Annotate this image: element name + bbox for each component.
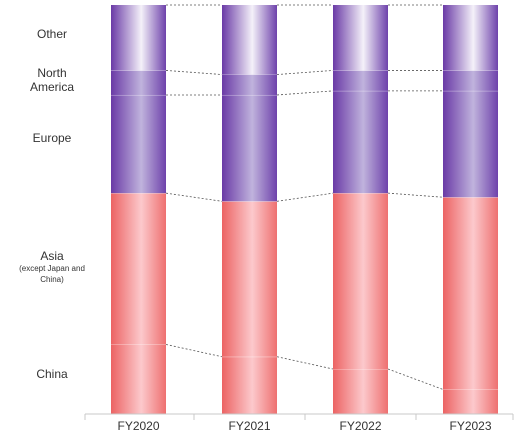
bar-segment-north-america-fy2020 — [111, 70, 166, 95]
x-tick-label-fy2020: FY2020 — [117, 419, 160, 433]
bar-segment-europe-fy2020 — [111, 94, 166, 194]
label-north-america: North America — [22, 66, 82, 94]
label-europe: Europe — [32, 131, 72, 145]
bar-segment-asia-except-japan-and-china-fy2020 — [111, 193, 166, 345]
bar-segment-other-fy2022 — [333, 5, 388, 71]
connector-asia-except-japan-and-china-0 — [165, 192, 223, 202]
bar-segment-europe-fy2022 — [333, 90, 388, 194]
label-other: Other — [36, 27, 67, 41]
connector-north-america-0 — [165, 70, 223, 75]
bar-segment-china-fy2020 — [111, 344, 166, 414]
bar-segment-north-america-fy2022 — [333, 70, 388, 91]
connector-north-america-1 — [276, 70, 334, 75]
bar-segment-asia-except-japan-and-china-fy2023 — [443, 197, 498, 390]
label-asia-line1: Asia — [40, 249, 64, 263]
bar-segment-europe-fy2021 — [222, 94, 277, 202]
bar-segment-north-america-fy2021 — [222, 74, 277, 95]
bar-segment-other-fy2023 — [443, 5, 498, 71]
bar-segment-asia-except-japan-and-china-fy2021 — [222, 201, 277, 357]
bar-segment-other-fy2021 — [222, 5, 277, 75]
bar-segment-north-america-fy2023 — [443, 70, 498, 91]
connector-china-0 — [165, 344, 223, 358]
connector-lines — [165, 4, 444, 390]
x-tick-label-fy2023: FY2023 — [449, 419, 492, 433]
bar-segment-china-fy2021 — [222, 356, 277, 414]
connector-china-1 — [276, 356, 334, 370]
bar-segment-europe-fy2023 — [443, 90, 498, 198]
connector-asia-except-japan-and-china-2 — [387, 192, 444, 198]
label-asia-line2: (except Japan and — [19, 264, 85, 273]
label-asia: Asia (except Japan and China) — [2, 249, 102, 285]
bar-segment-other-fy2020 — [111, 5, 166, 71]
connector-china-2 — [387, 368, 444, 390]
label-north-america-line2: America — [29, 80, 74, 94]
connector-europe-1 — [276, 90, 334, 96]
label-china: China — [36, 367, 68, 381]
bar-segment-asia-except-japan-and-china-fy2022 — [333, 193, 388, 370]
bar-segment-china-fy2022 — [333, 369, 388, 414]
x-tick-label-fy2021: FY2021 — [228, 419, 271, 433]
label-asia-line3: China) — [40, 275, 64, 284]
bars-group — [111, 5, 498, 414]
label-north-america-line1: North — [37, 66, 67, 80]
bar-segment-china-fy2023 — [443, 389, 498, 414]
x-ticks — [84, 414, 514, 420]
connector-asia-except-japan-and-china-1 — [276, 192, 334, 202]
x-tick-label-fy2022: FY2022 — [339, 419, 382, 433]
